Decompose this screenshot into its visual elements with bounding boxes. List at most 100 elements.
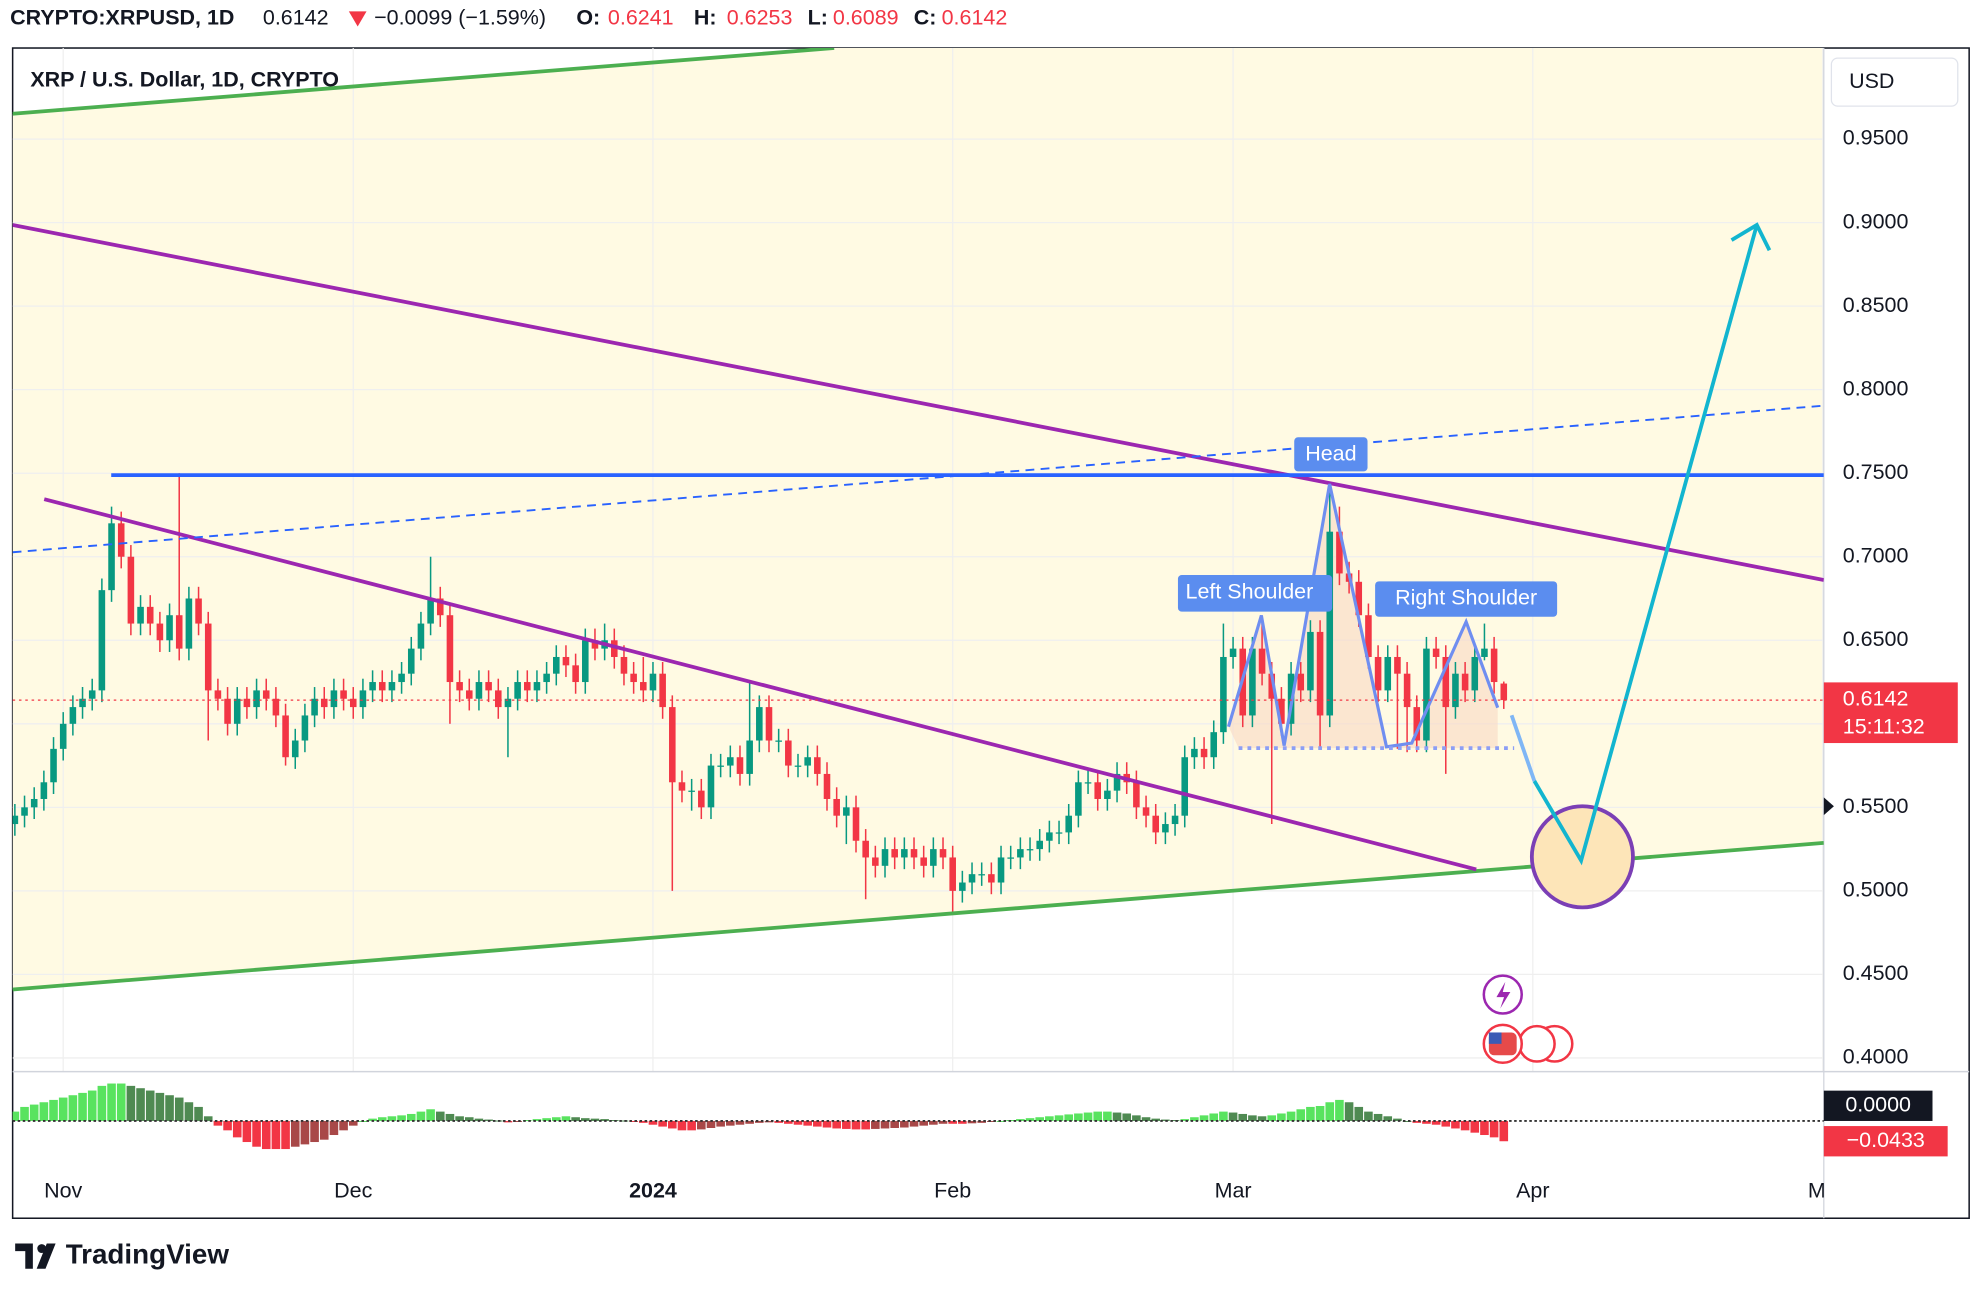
candle-body xyxy=(1297,673,1305,691)
histogram-bar xyxy=(1151,1118,1161,1121)
x-tick-label: Dec xyxy=(334,1178,372,1202)
candle-body xyxy=(562,656,570,666)
channel-fill xyxy=(12,48,1824,990)
x-tick-label: Apr xyxy=(1516,1178,1549,1202)
x-tick-label: Mar xyxy=(1215,1178,1252,1202)
candle-body xyxy=(582,640,589,683)
candle-body xyxy=(659,673,666,708)
candle-body xyxy=(862,840,869,858)
histogram-bar xyxy=(1325,1102,1335,1121)
plot-background xyxy=(12,48,1824,990)
candle-body xyxy=(814,757,821,774)
histogram-bar xyxy=(455,1116,464,1121)
candle-body xyxy=(214,690,222,699)
histogram-bar xyxy=(387,1116,397,1121)
candle-body xyxy=(717,765,724,767)
histogram-bar xyxy=(474,1118,484,1121)
histogram-bar xyxy=(735,1120,745,1125)
candle-body xyxy=(204,623,212,691)
candle-body xyxy=(369,682,376,691)
histogram-bar xyxy=(1393,1118,1402,1121)
price-scale: 0.9500 0.9000 0.8500 0.8000 0.7500 0.7000 0.65… xyxy=(1843,126,1909,1069)
histogram-bar xyxy=(223,1120,232,1131)
candle-body xyxy=(1229,648,1237,657)
label-box xyxy=(1375,581,1558,617)
candle-body xyxy=(910,849,918,858)
currency-box[interactable] xyxy=(1830,57,1959,107)
histogram-bar xyxy=(542,1118,551,1121)
candle-body xyxy=(1413,707,1421,741)
histogram-bar xyxy=(1035,1117,1045,1121)
candle-body xyxy=(1423,648,1430,741)
histogram-bar xyxy=(1344,1102,1354,1121)
y-tick-label: 0.8000 xyxy=(1843,376,1909,400)
candle-body xyxy=(775,740,782,742)
candle-body xyxy=(378,682,386,691)
histogram-bar xyxy=(1451,1120,1460,1129)
x-axis: Nov Dec 2024 Feb Mar Apr Ma xyxy=(44,1178,1824,1202)
candle-body xyxy=(572,665,579,683)
candle-body xyxy=(1268,673,1276,699)
candle-body xyxy=(301,715,309,741)
histogram-bar xyxy=(561,1116,571,1121)
candle-body xyxy=(407,648,415,674)
histogram-bar xyxy=(271,1120,281,1150)
histogram-bar xyxy=(1045,1116,1054,1121)
candle-body xyxy=(12,815,19,825)
histogram-bar xyxy=(648,1120,658,1125)
x-tick-label: Feb xyxy=(934,1178,971,1202)
candle-body xyxy=(997,857,1005,883)
candle-body xyxy=(1007,857,1014,859)
candle-body xyxy=(794,765,802,767)
candle-body xyxy=(756,707,763,741)
histogram-bar xyxy=(87,1090,97,1121)
histogram-bar xyxy=(1238,1113,1248,1121)
histogram-bar xyxy=(1180,1119,1190,1121)
projection xyxy=(1509,714,1537,782)
histogram-bar xyxy=(1480,1120,1489,1136)
histogram-bar xyxy=(1402,1120,1412,1122)
event-icon[interactable] xyxy=(1517,1024,1556,1063)
histogram-bar xyxy=(996,1120,1006,1122)
candle-body xyxy=(968,874,976,883)
histogram-bar xyxy=(1383,1116,1393,1121)
histogram-bar xyxy=(29,1104,39,1121)
brand: TradingView xyxy=(66,1238,230,1269)
candle-body xyxy=(1249,648,1256,716)
candle-body xyxy=(959,882,966,891)
histogram-bar xyxy=(938,1120,948,1124)
histogram-bar xyxy=(464,1117,474,1121)
y-tick-label: 0.8500 xyxy=(1843,293,1909,317)
histogram-bar xyxy=(551,1117,561,1121)
arrow-head xyxy=(1730,222,1772,252)
candle-body xyxy=(494,690,502,708)
candle-body xyxy=(746,740,753,774)
open-label: O: xyxy=(576,6,600,30)
candle-body xyxy=(1403,673,1411,708)
candle-body xyxy=(108,523,115,591)
histogram-bar xyxy=(1248,1115,1257,1121)
candle-body xyxy=(1181,757,1189,816)
head-shoulders xyxy=(1226,483,1500,749)
candle-body xyxy=(388,682,396,691)
candle-body xyxy=(272,698,280,716)
histogram-bar xyxy=(764,1120,774,1123)
down-triangle xyxy=(348,11,367,27)
histogram-bar xyxy=(1286,1111,1296,1121)
histogram-bar xyxy=(1373,1113,1383,1121)
histogram-bar xyxy=(929,1120,938,1125)
candle-body xyxy=(456,682,463,691)
histogram-bar xyxy=(1083,1112,1093,1121)
oscillator xyxy=(12,1083,1824,1150)
histogram-bar xyxy=(967,1120,977,1124)
candle-body xyxy=(949,857,956,891)
histogram-bar xyxy=(1431,1120,1441,1125)
histogram-bar xyxy=(1093,1111,1103,1121)
histogram-bar xyxy=(629,1120,638,1122)
annotation: Left Shoulder xyxy=(1186,579,1314,603)
histogram-bar xyxy=(706,1120,716,1128)
histogram-bar xyxy=(832,1120,841,1129)
candle-body xyxy=(649,673,657,691)
histogram-bar xyxy=(39,1102,49,1121)
currency: USD xyxy=(1849,69,1894,93)
